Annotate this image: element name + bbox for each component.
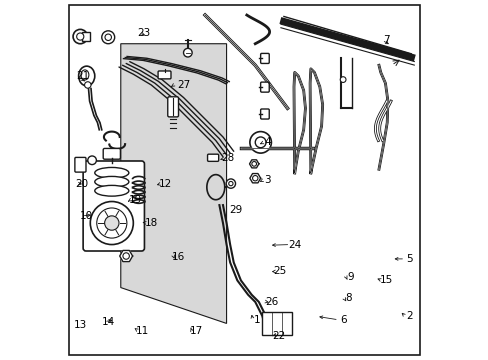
- Circle shape: [122, 253, 129, 259]
- Circle shape: [183, 48, 192, 57]
- Circle shape: [226, 179, 235, 188]
- Text: 9: 9: [346, 272, 353, 282]
- FancyBboxPatch shape: [75, 157, 86, 172]
- FancyBboxPatch shape: [83, 161, 144, 251]
- Text: 25: 25: [273, 266, 286, 276]
- FancyBboxPatch shape: [260, 109, 269, 119]
- Text: 4: 4: [264, 138, 270, 147]
- Polygon shape: [249, 160, 258, 168]
- Text: 11: 11: [135, 325, 149, 336]
- Circle shape: [249, 132, 271, 153]
- Text: 27: 27: [177, 80, 190, 90]
- Text: 26: 26: [264, 297, 278, 307]
- Text: 19: 19: [128, 195, 142, 205]
- Circle shape: [90, 202, 133, 244]
- Text: 23: 23: [137, 28, 150, 38]
- Ellipse shape: [95, 167, 128, 178]
- Text: 1: 1: [253, 315, 260, 325]
- Bar: [261, 312, 292, 335]
- Text: 21: 21: [76, 71, 89, 81]
- Circle shape: [97, 208, 126, 238]
- FancyBboxPatch shape: [260, 82, 269, 92]
- Text: 8: 8: [345, 293, 351, 303]
- Ellipse shape: [95, 176, 128, 187]
- Circle shape: [251, 162, 256, 166]
- Text: 14: 14: [102, 317, 115, 327]
- Text: 16: 16: [171, 252, 184, 262]
- Circle shape: [102, 31, 115, 44]
- Text: 2: 2: [406, 311, 412, 321]
- Text: 29: 29: [228, 206, 242, 216]
- Text: 7: 7: [382, 35, 388, 45]
- Text: 22: 22: [271, 331, 285, 341]
- Text: 6: 6: [339, 315, 346, 325]
- FancyBboxPatch shape: [103, 148, 120, 159]
- Ellipse shape: [79, 66, 95, 86]
- Ellipse shape: [95, 185, 128, 196]
- FancyBboxPatch shape: [158, 71, 171, 79]
- Text: 10: 10: [79, 211, 92, 221]
- Text: 15: 15: [379, 275, 392, 285]
- Circle shape: [255, 137, 265, 148]
- Polygon shape: [120, 251, 132, 262]
- Circle shape: [105, 34, 111, 41]
- Polygon shape: [121, 44, 226, 323]
- Circle shape: [77, 33, 83, 40]
- Text: 3: 3: [264, 175, 270, 185]
- Circle shape: [84, 82, 91, 88]
- Circle shape: [228, 181, 233, 186]
- Text: 20: 20: [75, 179, 88, 189]
- Text: 28: 28: [221, 153, 235, 163]
- Circle shape: [252, 176, 258, 181]
- Text: 18: 18: [144, 218, 158, 228]
- Ellipse shape: [81, 70, 89, 80]
- Text: 24: 24: [287, 239, 301, 249]
- Polygon shape: [249, 174, 260, 183]
- Text: 13: 13: [74, 320, 87, 330]
- FancyBboxPatch shape: [260, 53, 269, 63]
- FancyBboxPatch shape: [207, 154, 218, 161]
- Circle shape: [73, 30, 87, 44]
- Text: 17: 17: [189, 325, 203, 336]
- FancyBboxPatch shape: [167, 97, 178, 117]
- Circle shape: [88, 156, 96, 165]
- Text: 5: 5: [406, 254, 412, 264]
- Circle shape: [104, 216, 119, 230]
- Circle shape: [340, 77, 346, 82]
- Bar: [82, 32, 90, 41]
- Text: 12: 12: [159, 179, 172, 189]
